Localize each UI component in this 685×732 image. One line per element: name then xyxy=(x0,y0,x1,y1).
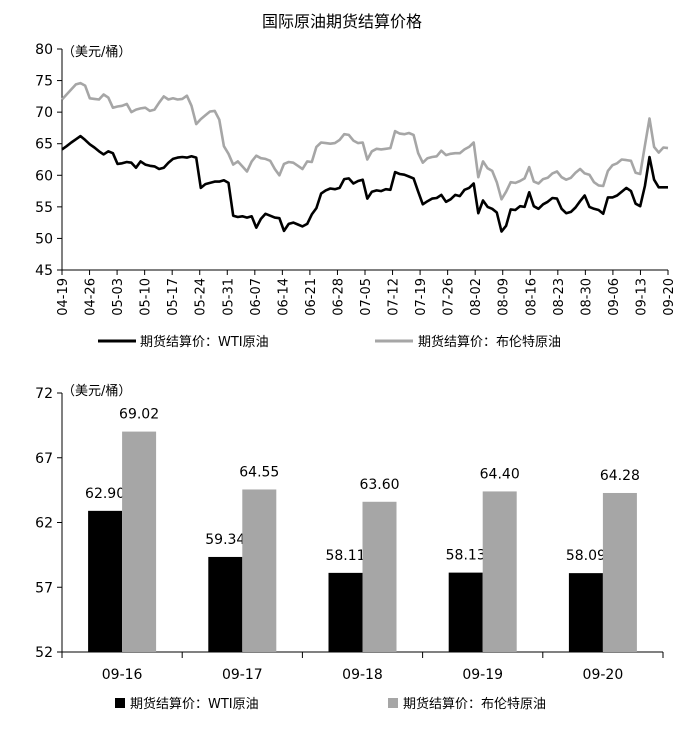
data-label: 58.11 xyxy=(325,548,365,564)
x-tick-label: 08-09 xyxy=(497,278,512,316)
series-line xyxy=(61,134,668,233)
x-tick-label: 09-20 xyxy=(583,667,624,683)
bars: 62.90 69.02 59.34 64.55 58.11 63.60 58.13 64.40… xyxy=(85,407,640,652)
y-tick-label: 70 xyxy=(35,105,53,121)
y-tick-label: 45 xyxy=(35,263,53,279)
x-tick-label: 09-20 xyxy=(662,278,677,316)
y-tick-label: 57 xyxy=(35,580,53,596)
x-tick-label: 08-23 xyxy=(552,278,567,316)
x-tick-label: 08-30 xyxy=(579,278,594,316)
x-tick-label: 06-21 xyxy=(304,278,319,316)
x-tick-label: 04-19 xyxy=(56,278,71,316)
bar xyxy=(362,501,397,652)
y-tick-label: 60 xyxy=(35,168,53,184)
x-tick-label: 05-03 xyxy=(111,278,126,316)
y-tick-label: 80 xyxy=(35,42,53,58)
bar xyxy=(482,491,517,652)
data-label: 59.34 xyxy=(205,532,245,548)
data-label: 58.13 xyxy=(446,548,486,564)
line-chart: 国际原油期货结算价格 （美元/桶） 45 50 55 60 65 70 75 80 04-19… xyxy=(35,12,677,350)
x-tick-label: 05-10 xyxy=(139,278,154,316)
y-tick-label: 67 xyxy=(35,451,53,467)
legend: 期货结算价：WTI原油 期货结算价：布伦特原油 xyxy=(98,334,561,350)
x-tick-label: 06-07 xyxy=(249,278,264,316)
y-tick-label: 52 xyxy=(35,645,53,661)
x-tick-label: 05-24 xyxy=(194,278,209,316)
legend-swatch-wti xyxy=(115,698,125,708)
y-tick-label: 72 xyxy=(35,386,53,402)
x-tick-label: 09-13 xyxy=(634,278,649,316)
x-tick-label: 07-12 xyxy=(387,278,402,316)
data-label: 62.90 xyxy=(85,486,125,502)
x-tick-label: 09-18 xyxy=(342,667,383,683)
x-tick-label: 07-19 xyxy=(414,278,429,316)
x-axis: 04-19 04-26 05-03 05-10 05-17 05-24 05-31 06-07… xyxy=(56,269,677,316)
bar xyxy=(328,572,363,652)
x-tick-label: 09-17 xyxy=(222,667,263,683)
chart-title: 国际原油期货结算价格 xyxy=(262,12,422,31)
bar xyxy=(602,492,637,652)
bar xyxy=(88,510,123,652)
legend-label-wti: 期货结算价：WTI原油 xyxy=(140,334,269,350)
series-line xyxy=(61,81,669,201)
y-axis-unit: （美元/桶） xyxy=(62,45,131,60)
data-label: 58.09 xyxy=(566,548,606,564)
data-label: 69.02 xyxy=(119,407,159,423)
legend-label-brent: 期货结算价：布伦特原油 xyxy=(418,334,561,350)
x-tick-label: 09-19 xyxy=(462,667,503,683)
bar xyxy=(208,556,243,652)
x-tick-label: 09-06 xyxy=(607,278,622,316)
data-label: 64.55 xyxy=(239,464,279,480)
legend-swatch-brent xyxy=(388,698,398,708)
y-tick-label: 65 xyxy=(35,137,53,153)
y-tick-label: 50 xyxy=(35,231,53,247)
data-label: 64.28 xyxy=(600,468,640,484)
x-tick-label: 06-28 xyxy=(331,278,346,316)
x-tick-label: 09-16 xyxy=(102,667,143,683)
x-tick-label: 08-02 xyxy=(469,278,484,316)
x-tick-label: 05-17 xyxy=(166,278,181,316)
x-tick-label: 08-16 xyxy=(524,278,539,316)
x-axis: 09-16 09-17 09-18 09-19 09-20 xyxy=(61,651,664,683)
bar xyxy=(122,431,157,652)
series-lines xyxy=(61,81,669,233)
bar xyxy=(568,573,603,652)
x-tick-label: 04-26 xyxy=(84,278,99,316)
y-axis: 52 57 62 67 72 xyxy=(35,386,63,661)
bar xyxy=(242,489,277,652)
x-tick-label: 05-31 xyxy=(221,278,236,316)
y-axis-unit: （美元/桶） xyxy=(62,384,131,399)
data-label: 64.40 xyxy=(480,466,520,482)
legend: 期货结算价：WTI原油 期货结算价：布伦特原油 xyxy=(115,696,546,712)
x-tick-label: 07-26 xyxy=(442,278,457,316)
y-axis: 45 50 55 60 65 70 75 80 xyxy=(35,42,63,279)
y-tick-label: 55 xyxy=(35,200,53,216)
legend-label-brent: 期货结算价：布伦特原油 xyxy=(403,696,546,712)
x-tick-label: 06-14 xyxy=(276,278,291,316)
bar xyxy=(448,572,483,652)
x-tick-label: 07-05 xyxy=(359,278,374,316)
y-tick-label: 62 xyxy=(35,516,53,532)
legend-label-wti: 期货结算价：WTI原油 xyxy=(130,696,259,712)
y-tick-label: 75 xyxy=(35,74,53,90)
data-label: 63.60 xyxy=(359,477,399,493)
